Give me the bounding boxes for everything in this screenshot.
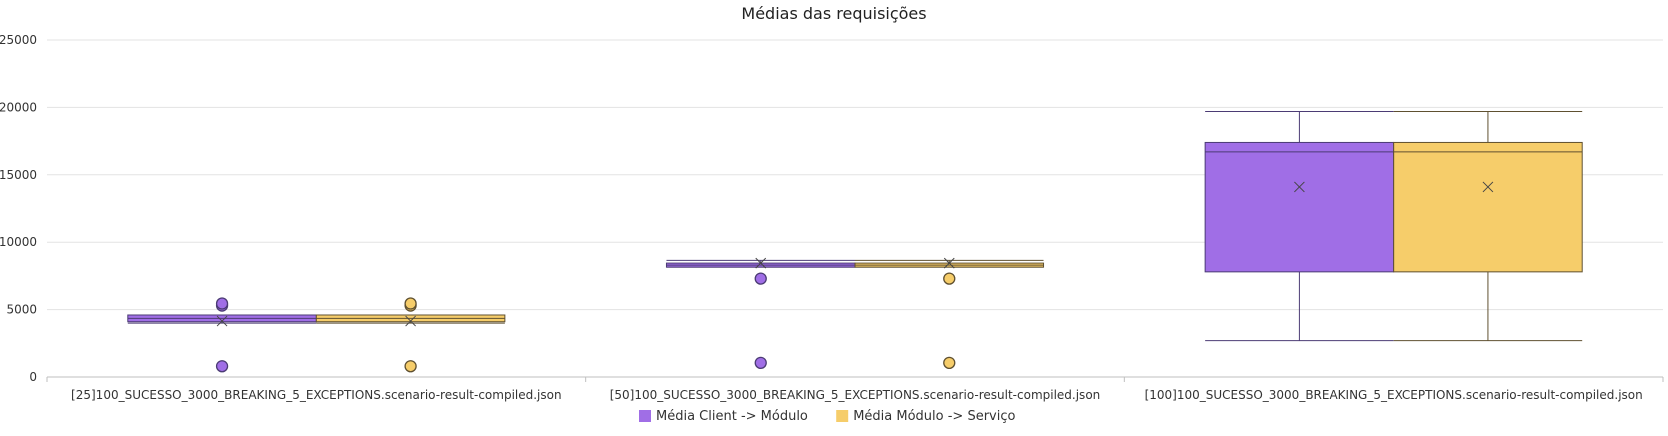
x-category-label: [50]100_SUCESSO_3000_BREAKING_5_EXCEPTIO…	[610, 388, 1101, 402]
outlier-point[interactable]	[754, 272, 767, 285]
chart-title: Médias das requisições	[741, 4, 926, 23]
outlier-point[interactable]	[404, 297, 417, 310]
outlier-point[interactable]	[215, 360, 229, 373]
legend[interactable]: Média Client -> Módulo Média Módulo -> Se…	[639, 409, 1015, 424]
legend-item-client-modulo[interactable]: Média Client -> Módulo	[639, 409, 808, 424]
mean-marker	[943, 257, 955, 269]
y-tick-label: 15000	[0, 168, 37, 182]
box-client-modulo-2[interactable]	[1204, 110, 1395, 342]
mean-marker	[1294, 181, 1305, 193]
axes: 0 5000 10000 15000 20000 25000 [25]100_SUCESSO…	[0, 33, 1664, 402]
legend-item-modulo-servico[interactable]: Média Módulo -> Serviço	[836, 409, 1015, 424]
outlier-point[interactable]	[943, 272, 956, 285]
box-iqr	[1204, 141, 1395, 273]
y-tick-label: 20000	[0, 100, 37, 114]
y-tick-label: 5000	[6, 303, 37, 317]
x-category-label: [25]100_SUCESSO_3000_BREAKING_5_EXCEPTIO…	[71, 388, 562, 402]
outlier-point[interactable]	[943, 356, 956, 369]
mean-marker	[405, 315, 416, 327]
y-tick-label: 0	[29, 370, 37, 384]
legend-label: Média Módulo -> Serviço	[853, 409, 1015, 424]
mean-marker	[755, 257, 767, 269]
box-modulo-servico-2[interactable]	[1393, 110, 1583, 342]
legend-swatch	[836, 410, 849, 422]
outlier-point[interactable]	[754, 356, 767, 369]
mean-marker	[1482, 181, 1494, 193]
legend-swatch	[639, 410, 651, 422]
grid-lines	[47, 39, 1663, 378]
mean-marker	[216, 315, 228, 327]
box-client-modulo-0[interactable]	[127, 297, 317, 373]
box-client-modulo-1[interactable]	[665, 257, 856, 369]
x-category-label: [100]100_SUCESSO_3000_BREAKING_5_EXCEPTI…	[1145, 388, 1643, 402]
y-tick-label: 25000	[0, 33, 37, 47]
box-iqr	[1393, 141, 1583, 273]
box-modulo-servico-1[interactable]	[854, 257, 1045, 369]
legend-label: Média Client -> Módulo	[656, 409, 808, 424]
outlier-point[interactable]	[404, 360, 417, 373]
box-modulo-servico-0[interactable]	[315, 297, 506, 373]
box-series	[127, 110, 1583, 373]
y-tick-label: 10000	[0, 235, 37, 249]
outlier-point[interactable]	[215, 297, 229, 310]
